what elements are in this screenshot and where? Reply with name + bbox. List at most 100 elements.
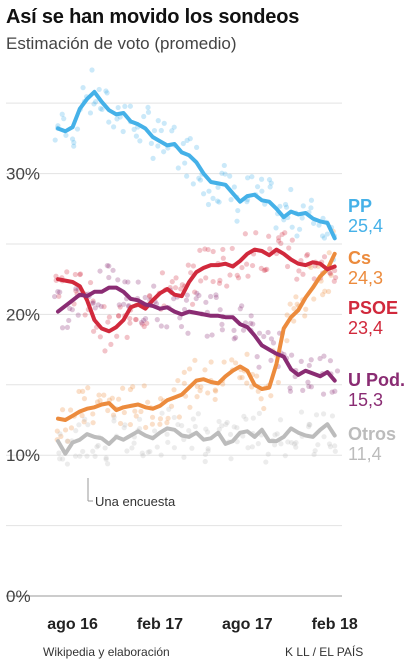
poll-dot — [171, 296, 177, 302]
poll-dot — [332, 388, 338, 394]
poll-dot — [308, 197, 315, 203]
poll-dot — [85, 422, 91, 428]
poll-dot — [59, 325, 66, 331]
poll-dot — [90, 411, 96, 417]
poll-dot — [332, 267, 338, 274]
poll-dot — [182, 160, 188, 166]
poll-dot — [186, 366, 193, 372]
y-tick-label: 20% — [6, 305, 40, 324]
poll-dot — [219, 327, 225, 333]
poll-dot — [159, 410, 165, 416]
poll-dot — [234, 425, 240, 431]
poll-dot — [80, 85, 86, 91]
poll-dot — [111, 414, 117, 420]
poll-dot — [171, 414, 177, 421]
poll-dot — [173, 275, 179, 281]
poll-dot — [235, 207, 241, 214]
poll-dot — [248, 313, 254, 319]
poll-dot — [202, 246, 208, 252]
poll-dot — [282, 453, 288, 459]
poll-dot — [154, 444, 160, 450]
poll-dot — [197, 247, 203, 253]
poll-dot — [305, 379, 311, 385]
annotation: Una encuesta — [87, 478, 176, 509]
poll-dot — [190, 263, 197, 269]
poll-dot — [321, 254, 328, 260]
poll-dot — [308, 205, 314, 211]
poll-dot — [250, 415, 256, 421]
x-tick-label: feb 18 — [312, 616, 358, 633]
poll-dot — [179, 282, 185, 288]
poll-dot — [95, 302, 101, 308]
poll-dot — [293, 440, 299, 446]
poll-dot — [138, 319, 145, 326]
poll-dot — [213, 292, 219, 298]
poll-dot — [185, 262, 191, 268]
poll-dot — [317, 355, 323, 362]
poll-dot — [194, 144, 200, 151]
source-note: Wikipedia y elaboración — [43, 645, 170, 659]
poll-dot — [208, 293, 214, 300]
poll-dot — [205, 446, 211, 452]
poll-dot — [327, 444, 334, 450]
poll-dot — [181, 454, 187, 460]
poll-dot — [332, 448, 338, 454]
series-line-upod — [56, 285, 337, 383]
poll-dot — [272, 432, 278, 438]
poll-dot — [76, 422, 82, 428]
legend-value: 11,4 — [348, 444, 382, 464]
poll-dot — [300, 387, 306, 393]
poll-dot — [258, 396, 264, 402]
poll-dot — [74, 126, 81, 132]
poll-dot — [141, 323, 147, 330]
poll-dot — [175, 421, 181, 428]
poll-dot — [224, 283, 230, 289]
poll-dot — [57, 456, 63, 462]
poll-dot — [244, 351, 250, 357]
poll-dot — [111, 124, 117, 130]
poll-dot — [198, 384, 204, 390]
poll-dot — [129, 445, 135, 451]
poll-dot — [90, 420, 96, 426]
poll-dot — [320, 411, 327, 417]
poll-dot — [216, 426, 222, 432]
poll-dot — [82, 312, 88, 318]
poll-dot — [81, 419, 87, 425]
poll-dot — [221, 162, 227, 169]
poll-dot — [210, 195, 216, 201]
poll-dot — [205, 448, 211, 454]
poll-dot — [105, 407, 111, 414]
poll-dot — [106, 274, 112, 281]
poll-dot — [203, 299, 209, 305]
poll-dot — [181, 380, 187, 386]
poll-dot — [227, 272, 233, 278]
poll-dot — [296, 226, 303, 232]
poll-dot — [320, 215, 326, 221]
poll-dot — [114, 116, 120, 122]
poll-dot — [94, 399, 101, 405]
poll-dot — [219, 170, 225, 176]
poll-dot — [217, 307, 223, 313]
poll-dot — [158, 323, 164, 329]
poll-dot — [133, 133, 139, 139]
poll-dot — [276, 238, 282, 244]
poll-dot — [243, 416, 249, 422]
poll-dot — [321, 434, 327, 440]
poll-dot — [235, 275, 242, 281]
poll-dot — [67, 407, 74, 413]
poll-dot — [268, 336, 275, 342]
poll-dot — [332, 443, 338, 449]
poll-dot — [220, 255, 226, 261]
poll-dot — [152, 428, 158, 434]
series-line-otros — [56, 422, 337, 456]
poll-dot — [217, 277, 223, 284]
poll-dot — [87, 110, 94, 116]
poll-dot — [58, 433, 64, 439]
poll-dot — [142, 294, 148, 301]
poll-dot — [287, 388, 294, 394]
poll-dot — [99, 106, 105, 112]
poll-dot — [186, 427, 192, 434]
poll-dot — [121, 425, 127, 431]
poll-dot — [69, 307, 75, 313]
poll-dot — [284, 312, 290, 318]
